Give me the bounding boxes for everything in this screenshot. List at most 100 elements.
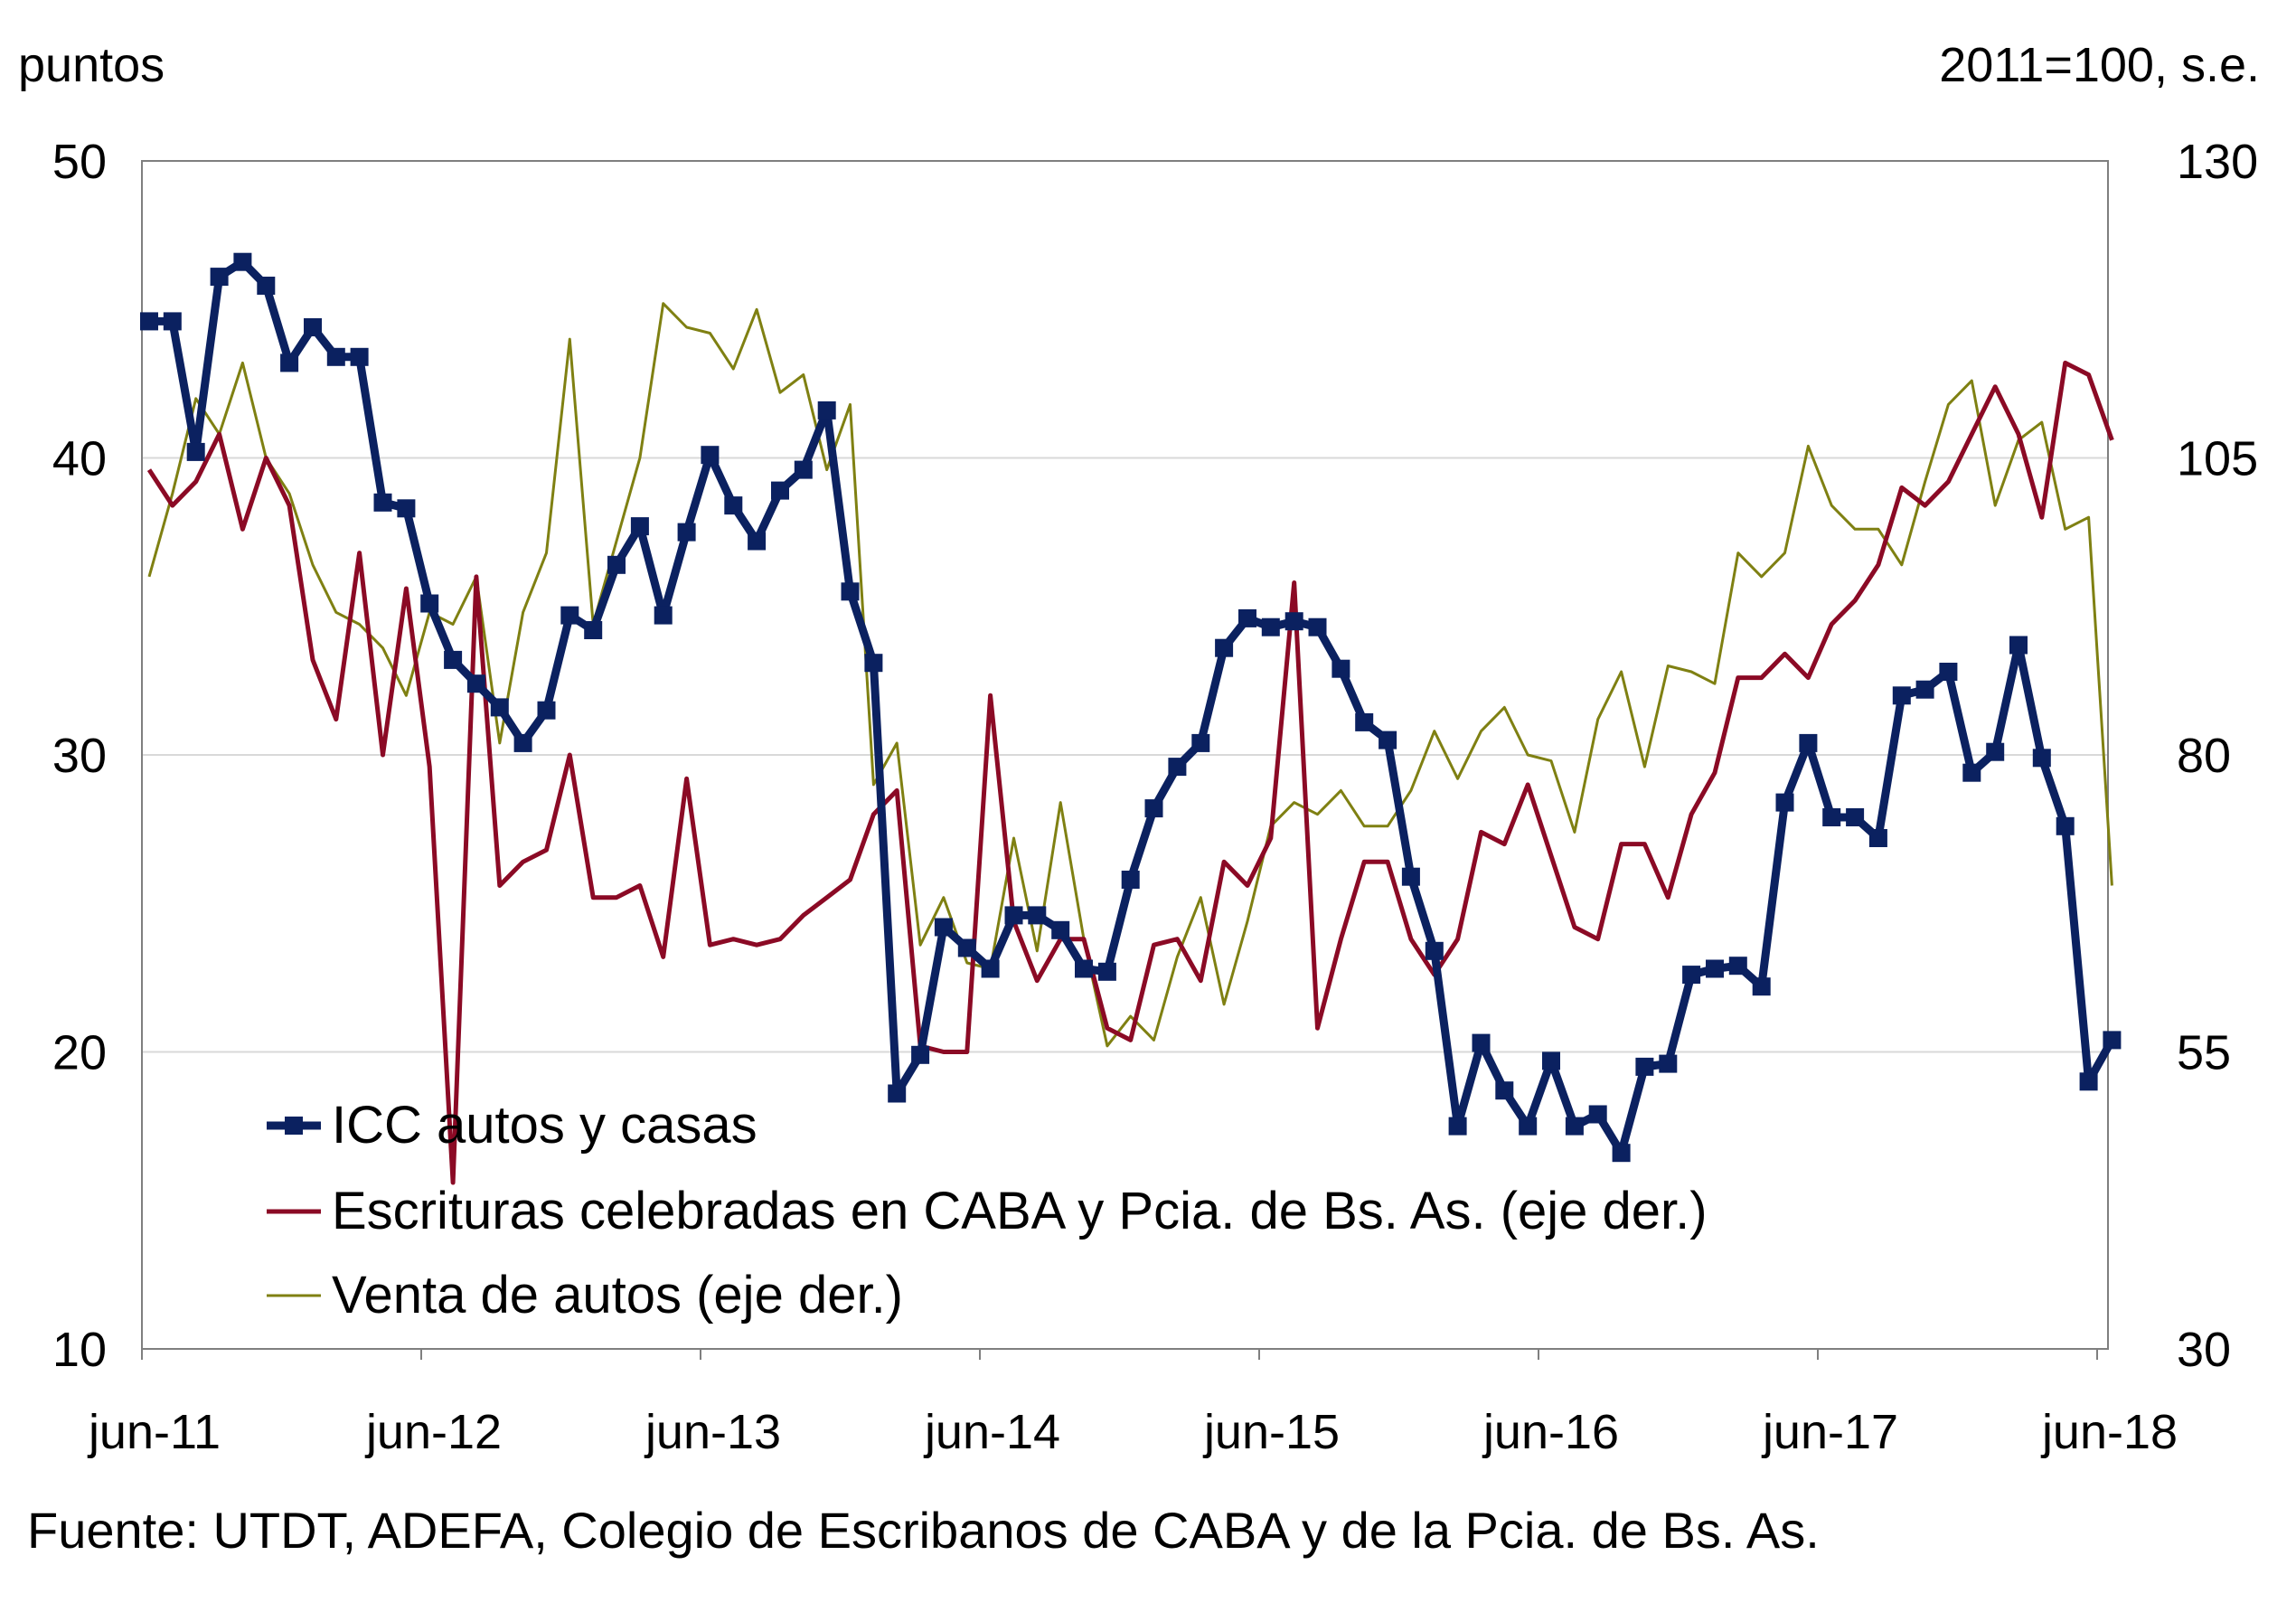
- series-autos: [147, 302, 2113, 1048]
- data-point: [1542, 1051, 1560, 1070]
- data-point: [1121, 871, 1140, 889]
- data-point: [1775, 793, 1794, 812]
- data-point: [1939, 663, 1958, 681]
- data-point: [841, 582, 860, 601]
- data-point: [748, 532, 767, 551]
- data-point: [420, 594, 439, 613]
- legend-entry-autos: Venta de autos (eje der.): [267, 1266, 903, 1324]
- data-point: [654, 606, 673, 625]
- legend-marker-icc: [285, 1117, 303, 1135]
- legend-entry-icc: ICC autos y casas: [267, 1096, 757, 1155]
- legend-label-icc: ICC autos y casas: [332, 1096, 757, 1155]
- data-point: [2079, 1072, 2098, 1091]
- x-tick-label: jun-17: [1761, 1405, 1898, 1459]
- right-axis-ticks: 30 55 80 105 130: [2177, 135, 2258, 1377]
- data-point: [1144, 799, 1163, 818]
- data-point: [1284, 612, 1303, 631]
- data-point: [607, 555, 626, 574]
- data-point: [724, 496, 743, 515]
- data-point: [186, 442, 205, 461]
- data-point: [1448, 1117, 1467, 1136]
- data-point: [981, 959, 1000, 978]
- left-tick-label: 10: [52, 1323, 107, 1377]
- data-point: [888, 1084, 907, 1103]
- data-point: [1682, 966, 1701, 985]
- data-point: [1495, 1081, 1514, 1100]
- data-point: [373, 493, 392, 512]
- data-point: [210, 268, 229, 287]
- data-point: [1752, 977, 1771, 996]
- data-point: [1331, 659, 1350, 678]
- left-axis-ticks: 10 20 30 40 50: [52, 135, 107, 1377]
- data-point: [1215, 638, 1234, 657]
- left-tick-label: 30: [52, 729, 107, 783]
- data-point: [444, 650, 463, 669]
- data-point: [280, 354, 299, 372]
- data-point: [1051, 920, 1070, 939]
- data-point: [771, 481, 789, 500]
- data-point: [490, 698, 509, 717]
- x-tick-label: jun-14: [923, 1405, 1060, 1459]
- x-tick-label: jun-13: [644, 1405, 781, 1459]
- data-point: [1635, 1057, 1654, 1076]
- data-point: [2032, 749, 2051, 768]
- data-point: [1612, 1144, 1631, 1163]
- data-point: [1962, 763, 1981, 782]
- data-point: [1588, 1105, 1607, 1124]
- x-tick-label: jun-18: [2040, 1405, 2178, 1459]
- data-point: [2009, 636, 2028, 655]
- data-point: [1028, 906, 1047, 925]
- left-tick-label: 20: [52, 1026, 107, 1080]
- data-point: [630, 517, 649, 536]
- data-point: [911, 1045, 930, 1064]
- data-point: [957, 938, 976, 957]
- data-point: [350, 347, 369, 366]
- legend-entry-escrituras: Escrituras celebradas en CABA y Pcia. de…: [267, 1182, 1708, 1240]
- data-point: [1097, 962, 1116, 981]
- left-tick-label: 50: [52, 135, 107, 189]
- data-point: [397, 499, 416, 518]
- left-axis-unit: puntos: [18, 38, 165, 92]
- data-point: [513, 733, 532, 752]
- data-point: [233, 252, 252, 271]
- plot-frame: [141, 160, 2109, 1350]
- data-point: [1728, 957, 1747, 976]
- legend-label-autos: Venta de autos (eje der.): [332, 1266, 903, 1324]
- data-point: [466, 674, 485, 693]
- data-point: [1659, 1054, 1678, 1073]
- series-escrituras: [146, 360, 2114, 1185]
- data-point: [1868, 829, 1887, 847]
- data-point: [537, 701, 556, 720]
- data-point: [1261, 617, 1280, 636]
- right-tick-label: 55: [2177, 1026, 2231, 1080]
- data-point: [1401, 867, 1420, 886]
- data-point: [864, 654, 883, 673]
- data-point: [817, 401, 836, 419]
- series-line: [147, 302, 2113, 1048]
- data-point: [560, 606, 579, 625]
- data-point: [257, 277, 276, 295]
- data-point: [1565, 1117, 1584, 1136]
- x-tick-label: jun-11: [87, 1405, 221, 1459]
- series-icc: [140, 252, 2122, 1163]
- data-point: [1519, 1117, 1538, 1136]
- data-point: [1168, 758, 1187, 777]
- data-point: [2103, 1031, 2122, 1050]
- right-axis-unit: 2011=100, s.e.: [1939, 38, 2260, 92]
- x-axis-ticks: jun-11 jun-12 jun-13 jun-14 jun-15 jun-16 jun-…: [87, 1349, 2178, 1459]
- data-point: [1915, 680, 1934, 699]
- data-point: [794, 460, 813, 479]
- source-note: Fuente: UTDT, ADEFA, Colegio de Escriban…: [27, 1502, 1820, 1559]
- data-point: [1355, 712, 1374, 731]
- data-point: [1379, 731, 1397, 749]
- data-point: [677, 523, 696, 542]
- right-tick-label: 130: [2177, 135, 2258, 189]
- data-point: [1892, 686, 1911, 705]
- left-tick-label: 40: [52, 432, 107, 486]
- data-point: [1191, 733, 1210, 752]
- right-tick-label: 30: [2177, 1323, 2231, 1377]
- data-point: [140, 312, 158, 331]
- data-point: [584, 621, 603, 639]
- data-point: [1425, 941, 1444, 960]
- data-point: [1799, 733, 1818, 752]
